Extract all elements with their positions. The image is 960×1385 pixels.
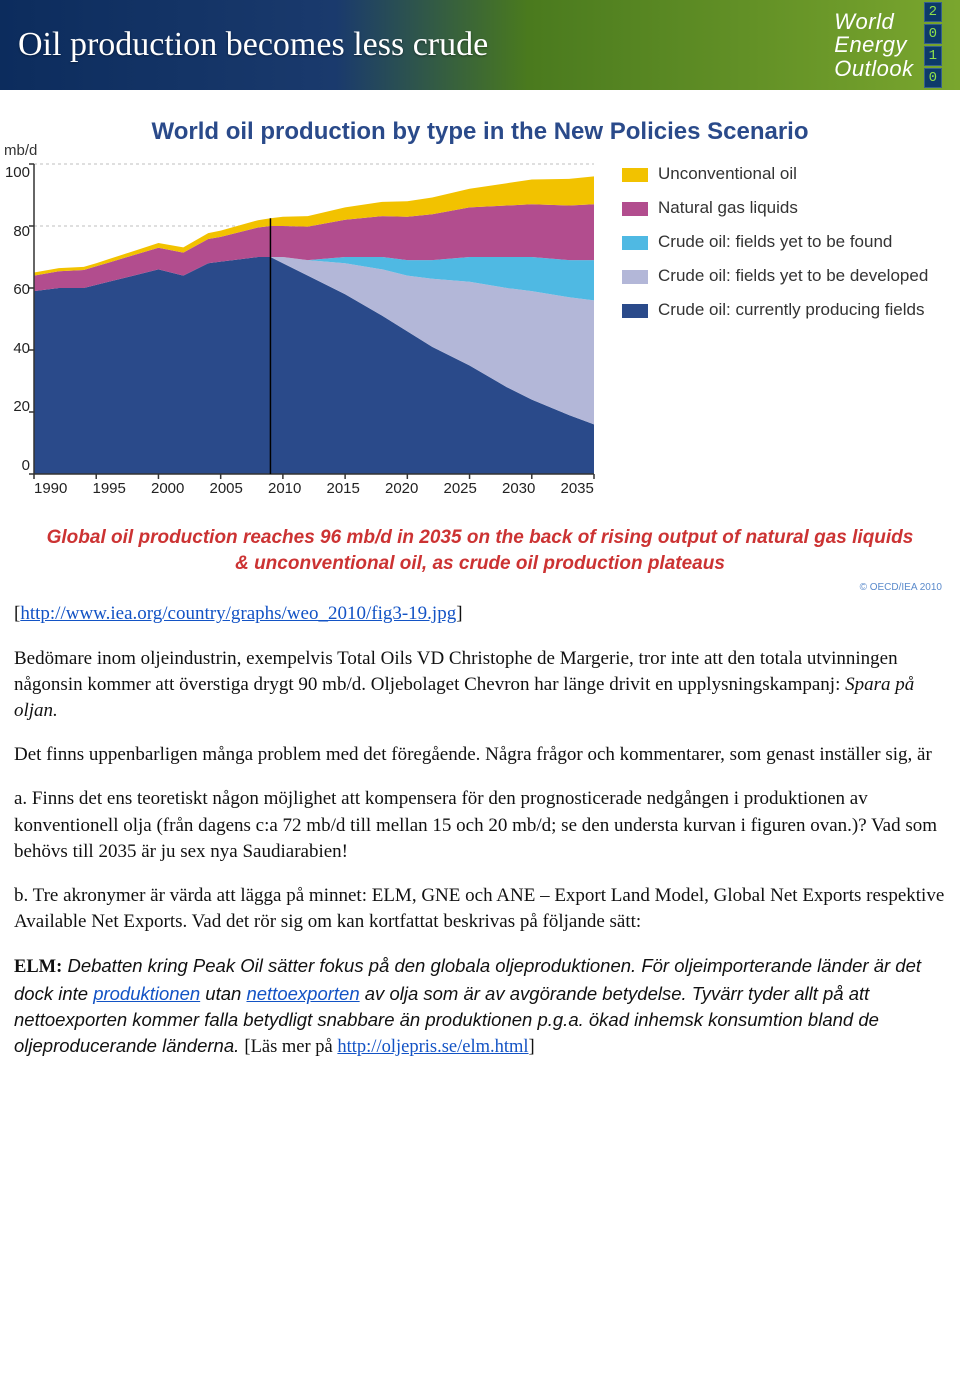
- x-tick-label: 2035: [561, 480, 594, 497]
- year-digit: 2: [924, 2, 942, 22]
- brand-line: Energy: [834, 33, 913, 56]
- legend-label: Unconventional oil: [658, 164, 797, 184]
- year-digit: 1: [924, 46, 942, 66]
- y-tick-label: 40: [0, 340, 30, 357]
- elm-more-pre: [Läs mer på: [244, 1037, 337, 1057]
- x-tick-label: 2015: [327, 480, 360, 497]
- legend-label: Crude oil: fields yet to be found: [658, 232, 892, 252]
- y-tick-label: 80: [0, 223, 30, 240]
- legend-item: Natural gas liquids: [622, 198, 942, 218]
- year-digit: 0: [924, 68, 942, 88]
- y-tick-label: 20: [0, 398, 30, 415]
- p1-text: Bedömare inom oljeindustrin, exempelvis …: [14, 648, 898, 695]
- legend-item: Crude oil: fields yet to be found: [622, 232, 942, 252]
- legend-swatch: [622, 168, 648, 182]
- elm-link-nettoexporten[interactable]: nettoexporten: [246, 983, 359, 1004]
- elm-paragraph: ELM: Debatten kring Peak Oil sätter foku…: [14, 953, 946, 1060]
- chart-area: mb/d 100806040200 1990199520002005201020…: [0, 164, 960, 497]
- legend-swatch: [622, 236, 648, 250]
- legend-item: Crude oil: currently producing fields: [622, 300, 942, 320]
- legend-swatch: [622, 202, 648, 216]
- chart-title: World oil production by type in the New …: [0, 118, 960, 146]
- legend-swatch: [622, 270, 648, 284]
- header-banner: Oil production becomes less crude World …: [0, 0, 960, 90]
- paragraph-1: Bedömare inom oljeindustrin, exempelvis …: [14, 646, 946, 725]
- legend-label: Natural gas liquids: [658, 198, 798, 218]
- year-digit: 0: [924, 24, 942, 44]
- x-tick-label: 1995: [93, 480, 126, 497]
- elm-mid: utan: [200, 983, 246, 1004]
- banner-title: Oil production becomes less crude: [18, 26, 834, 64]
- x-axis-ticks: 1990 1995 2000 2005 2010 2015 2020 2025 2030 2035: [34, 480, 594, 497]
- elm-more-post: ]: [529, 1037, 535, 1057]
- legend-item: Unconventional oil: [622, 164, 942, 184]
- brand-line: Outlook: [834, 57, 913, 80]
- article-body: [http://www.iea.org/country/graphs/weo_2…: [0, 601, 960, 1102]
- x-tick-label: 2010: [268, 480, 301, 497]
- paragraph-4: b. Tre akronymer är värda att lägga på m…: [14, 883, 946, 935]
- elm-label: ELM:: [14, 957, 62, 977]
- legend-item: Crude oil: fields yet to be developed: [622, 266, 942, 286]
- elm-link-produktionen[interactable]: produktionen: [93, 983, 200, 1004]
- legend-swatch: [622, 304, 648, 318]
- banner-year: 2 0 1 0: [924, 1, 942, 89]
- legend-label: Crude oil: fields yet to be developed: [658, 266, 928, 286]
- source-link[interactable]: http://www.iea.org/country/graphs/weo_20…: [20, 603, 456, 624]
- x-tick-label: 2000: [151, 480, 184, 497]
- x-tick-label: 2030: [502, 480, 535, 497]
- y-axis-label: mb/d: [4, 142, 37, 159]
- source-link-line: [http://www.iea.org/country/graphs/weo_2…: [14, 601, 946, 627]
- y-tick-label: 100: [0, 164, 30, 181]
- elm-more-link[interactable]: http://oljepris.se/elm.html: [337, 1037, 528, 1057]
- paragraph-2: Det finns uppenbarligen många problem me…: [14, 742, 946, 768]
- elm-more: [Läs mer på http://oljepris.se/elm.html]: [244, 1037, 534, 1057]
- chart-caption: Global oil production reaches 96 mb/d in…: [40, 525, 920, 576]
- x-tick-label: 2005: [210, 480, 243, 497]
- y-tick-label: 60: [0, 281, 30, 298]
- x-tick-label: 1990: [34, 480, 67, 497]
- chart-plot-column: mb/d 100806040200 1990199520002005201020…: [34, 164, 594, 497]
- banner-brand: World Energy Outlook: [834, 10, 913, 79]
- brand-line: World: [834, 10, 913, 33]
- chart-copyright: © OECD/IEA 2010: [0, 582, 960, 593]
- y-tick-label: 0: [0, 457, 30, 474]
- legend-label: Crude oil: currently producing fields: [658, 300, 924, 320]
- x-tick-label: 2020: [385, 480, 418, 497]
- chart-svg: [34, 164, 594, 474]
- x-tick-label: 2025: [444, 480, 477, 497]
- paragraph-3: a. Finns det ens teoretiskt någon möjlig…: [14, 786, 946, 865]
- chart-legend: Unconventional oil Natural gas liquids Cru…: [594, 164, 942, 497]
- y-axis-ticks: 100 80 60 40 20 0: [0, 164, 30, 474]
- chart-plot: [34, 164, 594, 474]
